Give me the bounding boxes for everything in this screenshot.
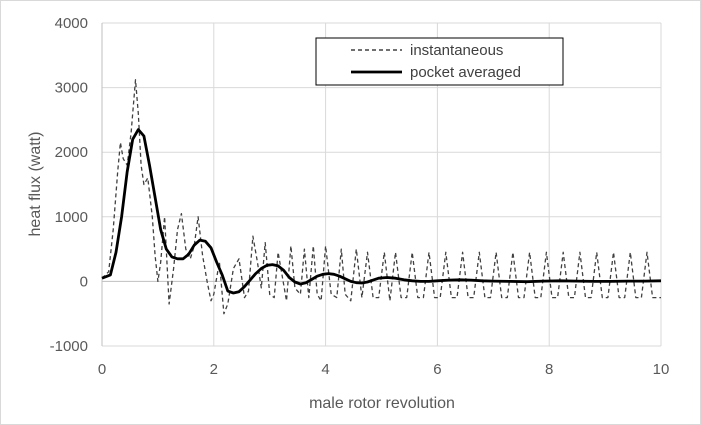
legend-label-instantaneous: instantaneous [410,42,503,59]
y-axis-title: heat flux (watt) [27,132,44,237]
x-tick-label: 8 [545,361,553,378]
x-tick-label: 0 [98,361,106,378]
series-line-instantaneous [101,79,661,315]
series-line-pocket-averaged [101,128,662,295]
y-tick-label: -1000 [50,338,88,355]
x-tick-labels: 0 2 4 6 8 10 [98,361,670,378]
x-tick-label: 6 [433,361,441,378]
legend: instantaneous pocket averaged [315,37,564,86]
y-tick-labels: -1000 0 1000 2000 3000 4000 [50,15,88,355]
x-tick-label: 4 [321,361,329,378]
y-tick-label: 2000 [55,144,88,161]
x-tick-label: 10 [653,361,670,378]
series-layer [101,79,662,315]
y-tick-label: 1000 [55,209,88,226]
y-tick-label: 4000 [55,15,88,32]
x-axis-title: male rotor revolution [309,395,455,412]
legend-box [315,37,564,86]
x-tick-label: 2 [210,361,218,378]
y-tick-label: 3000 [55,80,88,97]
legend-label-pocket-averaged: pocket averaged [410,64,521,81]
y-tick-label: 0 [80,273,88,290]
